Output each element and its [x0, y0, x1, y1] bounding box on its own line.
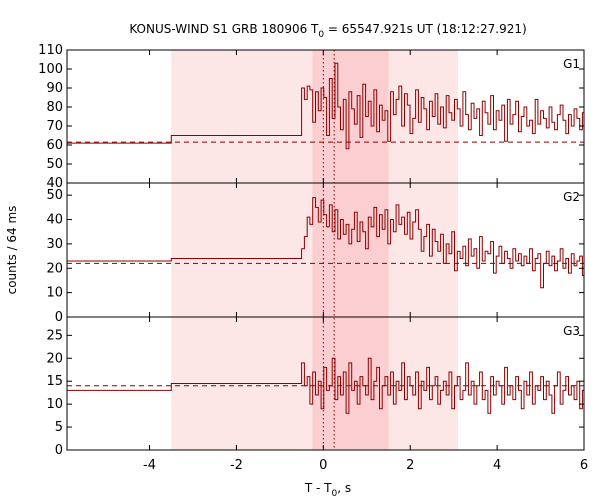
panel-label-G2: G2 — [563, 190, 580, 204]
light-curve-G2 — [67, 197, 584, 289]
title-rest: = 65547.921s UT (18:12:27.921) — [324, 22, 527, 36]
y-tick-label-G1: 80 — [46, 100, 63, 115]
light-curve-G1 — [67, 62, 584, 150]
shaded-region-2 — [312, 50, 389, 450]
y-tick-label-G1: 60 — [46, 138, 63, 153]
title-subscript: 0 — [318, 30, 324, 40]
y-tick-label-G3: 10 — [46, 397, 63, 412]
x-tick-label: 6 — [580, 458, 588, 473]
y-tick-label-G1: 40 — [46, 176, 63, 191]
y-tick-label-G2: 40 — [46, 213, 63, 228]
y-tick-label-G2: 50 — [46, 188, 63, 203]
xlabel-rest: , s — [337, 481, 351, 495]
light-curve-G3 — [67, 357, 584, 414]
y-tick-label-G3: 20 — [46, 351, 63, 366]
panel-frame-G3 — [66, 316, 585, 451]
x-axis-title: T - T0, s — [304, 481, 351, 499]
panel-label-G1: G1 — [563, 57, 580, 71]
y-tick-label-G2: 0 — [55, 310, 63, 325]
xlabel-subscript: 0 — [332, 489, 338, 499]
xlabel-main: T - T — [304, 481, 332, 495]
y-tick-label-G3: 0 — [55, 443, 63, 458]
y-tick-label-G1: 70 — [46, 119, 63, 134]
panel-label-G3: G3 — [563, 324, 580, 338]
y-tick-label-G3: 25 — [46, 328, 63, 343]
x-tick-label: -4 — [143, 458, 156, 473]
title-main: KONUS-WIND S1 GRB 180906 T — [129, 22, 319, 36]
x-tick-label: 2 — [406, 458, 414, 473]
y-tick-label-G1: 90 — [46, 81, 63, 96]
y-tick-label-G1: 100 — [38, 62, 63, 77]
y-tick-label-G1: 110 — [38, 43, 63, 58]
y-tick-label-G2: 20 — [46, 261, 63, 276]
chart-title: KONUS-WIND S1 GRB 180906 T0 = 65547.921s… — [129, 22, 526, 40]
y-tick-label-G3: 15 — [46, 374, 63, 389]
y-tick-label-G1: 50 — [46, 157, 63, 172]
x-tick-label: -2 — [230, 458, 243, 473]
x-tick-label: 4 — [493, 458, 501, 473]
y-axis-title: counts / 64 ms — [5, 206, 19, 295]
y-tick-label-G2: 10 — [46, 286, 63, 301]
y-tick-label-G3: 5 — [55, 420, 63, 435]
y-tick-label-G2: 30 — [46, 237, 63, 252]
x-tick-label: 0 — [319, 458, 327, 473]
